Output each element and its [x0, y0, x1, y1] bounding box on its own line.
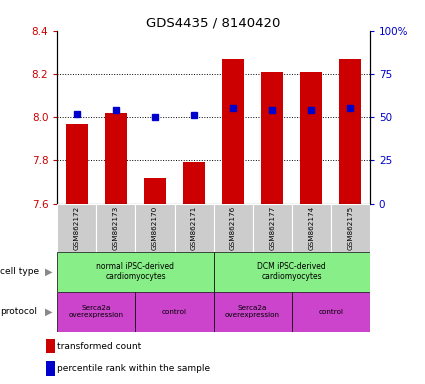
Text: GSM862175: GSM862175 — [347, 205, 353, 250]
Text: GSM862174: GSM862174 — [308, 205, 314, 250]
Text: GSM862171: GSM862171 — [191, 205, 197, 250]
Bar — [213, 204, 252, 252]
Text: DCM iPSC-derived
cardiomyocytes: DCM iPSC-derived cardiomyocytes — [257, 262, 326, 281]
Text: normal iPSC-derived
cardiomyocytes: normal iPSC-derived cardiomyocytes — [96, 262, 175, 281]
Bar — [292, 204, 331, 252]
Text: percentile rank within the sample: percentile rank within the sample — [57, 364, 210, 373]
Text: control: control — [162, 309, 187, 315]
Text: GSM862170: GSM862170 — [152, 205, 158, 250]
Text: protocol: protocol — [0, 308, 37, 316]
Bar — [175, 204, 213, 252]
Bar — [46, 361, 55, 376]
Bar — [46, 339, 55, 353]
Bar — [331, 204, 370, 252]
Text: GSM862172: GSM862172 — [74, 205, 80, 250]
Text: Serca2a
overexpression: Serca2a overexpression — [225, 306, 280, 318]
Bar — [340, 59, 361, 204]
Bar — [136, 292, 213, 332]
Text: cell type: cell type — [0, 267, 40, 276]
Bar — [292, 292, 370, 332]
Text: GSM862173: GSM862173 — [113, 205, 119, 250]
Text: GSM862177: GSM862177 — [269, 205, 275, 250]
Title: GDS4435 / 8140420: GDS4435 / 8140420 — [146, 17, 281, 30]
Bar — [222, 59, 244, 204]
Bar — [57, 292, 136, 332]
Bar — [300, 72, 322, 204]
Text: control: control — [318, 309, 343, 315]
Bar — [66, 124, 88, 204]
Text: transformed count: transformed count — [57, 341, 142, 351]
Bar — [57, 252, 213, 292]
Bar — [136, 204, 175, 252]
Text: ▶: ▶ — [45, 307, 53, 317]
Bar — [252, 204, 292, 252]
Bar — [261, 72, 283, 204]
Text: GSM862176: GSM862176 — [230, 205, 236, 250]
Bar — [213, 292, 292, 332]
Bar — [213, 252, 370, 292]
Bar — [57, 204, 96, 252]
Bar — [144, 177, 166, 204]
Text: Serca2a
overexpression: Serca2a overexpression — [69, 306, 124, 318]
Text: ▶: ▶ — [45, 266, 53, 277]
Bar — [105, 113, 127, 204]
Bar — [96, 204, 136, 252]
Bar — [183, 162, 205, 204]
